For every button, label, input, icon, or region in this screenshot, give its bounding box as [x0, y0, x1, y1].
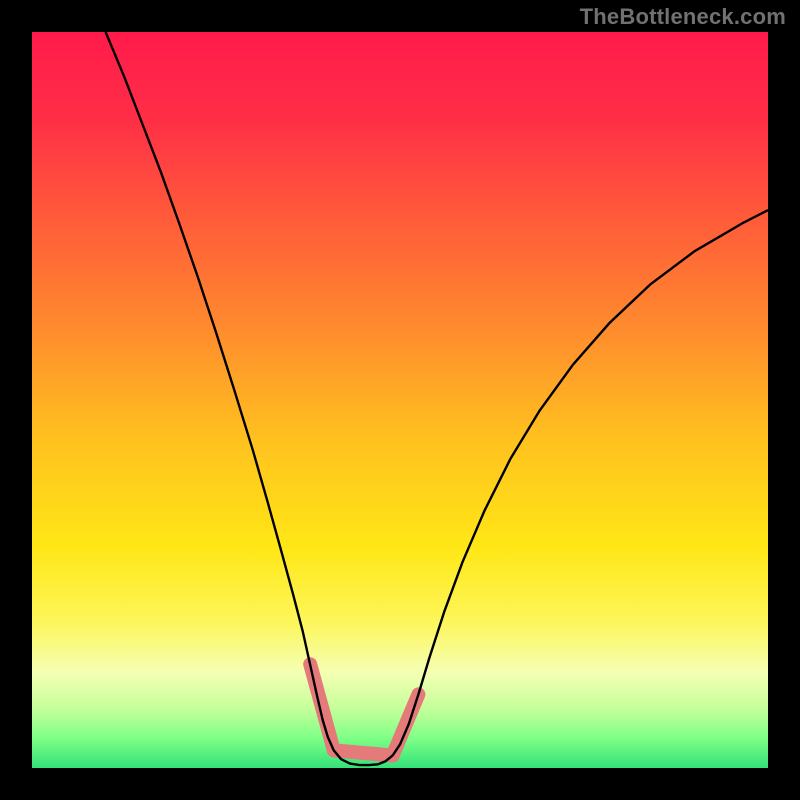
- bottleneck-chart: [0, 0, 800, 800]
- chart-frame: TheBottleneck.com: [0, 0, 800, 800]
- chart-gradient-background: [32, 32, 768, 768]
- watermark-text: TheBottleneck.com: [580, 4, 786, 30]
- highlight-floor: [334, 750, 393, 755]
